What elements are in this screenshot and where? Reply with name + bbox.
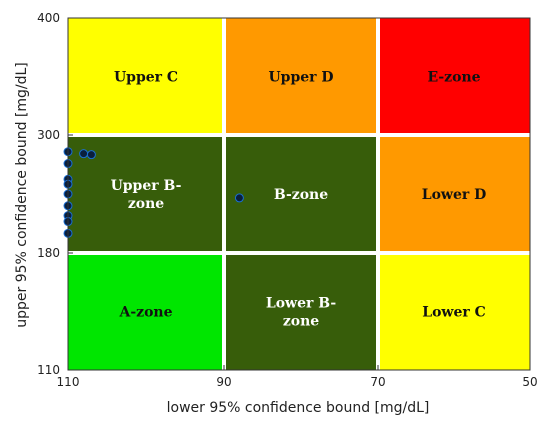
zone-rect-0 (68, 18, 224, 135)
x-tick-label-1: 90 (216, 375, 231, 389)
axes-layer: 110 90 70 50 110 180 300 400 (37, 11, 538, 389)
zones-layer (68, 18, 530, 370)
zone-rect-2 (378, 18, 530, 135)
y-tick-label-2: 300 (37, 128, 60, 142)
zone-rect-5 (378, 135, 530, 253)
zone-label-2: E-zone (427, 70, 480, 86)
data-point-10 (86, 150, 96, 160)
zone-label-5: Lower D (422, 187, 487, 203)
zone-rect-4 (224, 135, 378, 253)
y-tick-label-3: 400 (37, 11, 60, 25)
zone-label-1: Upper D (268, 70, 333, 86)
y-tick-label-0: 110 (37, 363, 60, 377)
data-point-9 (79, 149, 89, 159)
zone-labels-layer: Upper C Upper D E-zone Upper B-zone B-zone Lo… (111, 70, 487, 330)
zone-label-8: Lower C (422, 305, 486, 321)
y-axis-label: upper 95% confidence bound [mg/dL] (14, 62, 30, 328)
zone-rect-1 (224, 18, 378, 135)
x-axis-label: lower 95% confidence bound [mg/dL] (167, 400, 430, 416)
data-point-11 (234, 193, 244, 203)
zone-label-0: Upper C (114, 70, 178, 86)
y-tick-label-1: 180 (37, 246, 60, 260)
zone-label-4: B-zone (274, 187, 328, 203)
zone-rect-7 (224, 253, 378, 370)
zone-rect-8 (378, 253, 530, 370)
zone-label-7: Lower B-zone (266, 296, 336, 330)
zone-label-3: Upper B-zone (111, 178, 182, 212)
zone-rect-6 (68, 253, 224, 370)
plot-frame (67, 17, 531, 371)
x-tick-label-2: 70 (370, 375, 385, 389)
grid-lines (68, 18, 530, 370)
x-tick-label-3: 50 (522, 375, 537, 389)
x-tick-label-0: 110 (57, 375, 80, 389)
zone-label-6: A-zone (118, 305, 172, 321)
